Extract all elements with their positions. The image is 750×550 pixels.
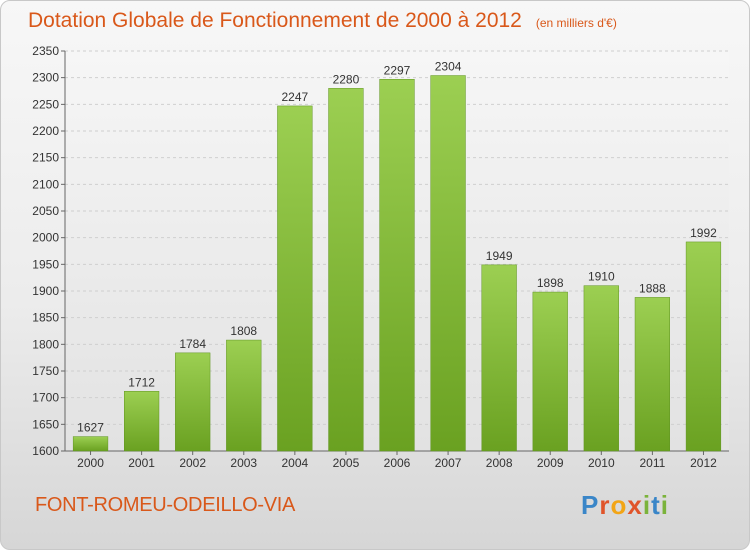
x-tick-label-2007: 2007 xyxy=(435,456,462,470)
commune-name: FONT-ROMEU-ODEILLO-VIA xyxy=(35,494,296,516)
bar-2000 xyxy=(72,436,109,452)
bar-2008 xyxy=(481,264,517,452)
data-label-2004: 2247 xyxy=(281,90,308,104)
x-tick-label-2009: 2009 xyxy=(537,456,564,470)
data-labels: 1627 1712 1784 1808 2247 2280 2297 2304 1949 1898… xyxy=(77,60,717,435)
chart-subtitle: (en milliers d'€) xyxy=(535,16,617,30)
data-label-2000: 1627 xyxy=(77,421,104,435)
x-tick-label-2003: 2003 xyxy=(230,456,257,470)
bar-2001 xyxy=(123,391,160,452)
bar-2006 xyxy=(379,79,415,452)
y-tick-label: 1700 xyxy=(32,391,59,405)
data-label-2006: 2297 xyxy=(384,63,411,77)
bar-2011 xyxy=(634,297,671,452)
axes: 1600 1650 1700 1750 1800 1850 1900 1950 2000 2050… xyxy=(32,44,729,470)
y-tick-label: 2100 xyxy=(32,177,59,191)
y-tick-label: 1900 xyxy=(32,284,59,298)
data-label-2008: 1949 xyxy=(486,249,513,263)
y-tick-label: 1850 xyxy=(32,311,59,325)
bar-2002 xyxy=(175,352,211,452)
x-tick-label-2008: 2008 xyxy=(486,456,513,470)
x-tick-label-2001: 2001 xyxy=(128,456,155,470)
y-tick-label: 2250 xyxy=(32,97,59,111)
x-tick-label-2010: 2010 xyxy=(588,456,615,470)
bar-2012 xyxy=(685,241,722,452)
bar-2005 xyxy=(328,88,364,452)
y-tick-label: 2050 xyxy=(32,204,59,218)
data-label-2003: 1808 xyxy=(230,324,257,338)
y-tick-label: 2200 xyxy=(32,124,59,138)
y-tick-label: 1600 xyxy=(32,444,59,458)
y-tick-label: 1650 xyxy=(32,417,59,431)
x-tick-label-2005: 2005 xyxy=(333,456,360,470)
data-label-2009: 1898 xyxy=(537,276,564,290)
data-label-2001: 1712 xyxy=(128,375,155,389)
y-tick-label: 2300 xyxy=(32,71,59,85)
data-label-2011: 1888 xyxy=(639,281,666,295)
x-tick-label-2000: 2000 xyxy=(77,456,104,470)
data-label-2010: 1910 xyxy=(588,270,615,284)
bar-2004 xyxy=(277,105,313,452)
data-label-2012: 1992 xyxy=(690,226,717,240)
bars xyxy=(72,75,722,452)
chart-title: Dotation Globale de Fonctionnement de 20… xyxy=(28,9,617,33)
y-tick-label: 2000 xyxy=(32,231,59,245)
x-tick-label-2002: 2002 xyxy=(179,456,206,470)
data-label-2007: 2304 xyxy=(435,60,462,74)
bar-2010 xyxy=(583,285,619,452)
data-label-2005: 2280 xyxy=(333,72,360,86)
y-tick-label: 2350 xyxy=(32,44,59,58)
y-tick-label: 1750 xyxy=(32,364,59,378)
data-label-2002: 1784 xyxy=(179,337,206,351)
y-tick-label: 1800 xyxy=(32,337,59,351)
y-tick-label: 2150 xyxy=(32,151,59,165)
bar-2009 xyxy=(532,291,568,452)
chart-title-text: Dotation Globale de Fonctionnement de 20… xyxy=(28,9,522,32)
x-tick-label-2004: 2004 xyxy=(281,456,308,470)
proxiti-logo: Proxiti xyxy=(581,490,669,520)
x-tick-label-2011: 2011 xyxy=(639,456,665,470)
x-tick-label-2012: 2012 xyxy=(690,456,717,470)
x-tick-label-2006: 2006 xyxy=(384,456,411,470)
bar-2003 xyxy=(226,339,262,452)
y-tick-label: 1950 xyxy=(32,257,59,271)
bar-2007 xyxy=(430,75,466,452)
